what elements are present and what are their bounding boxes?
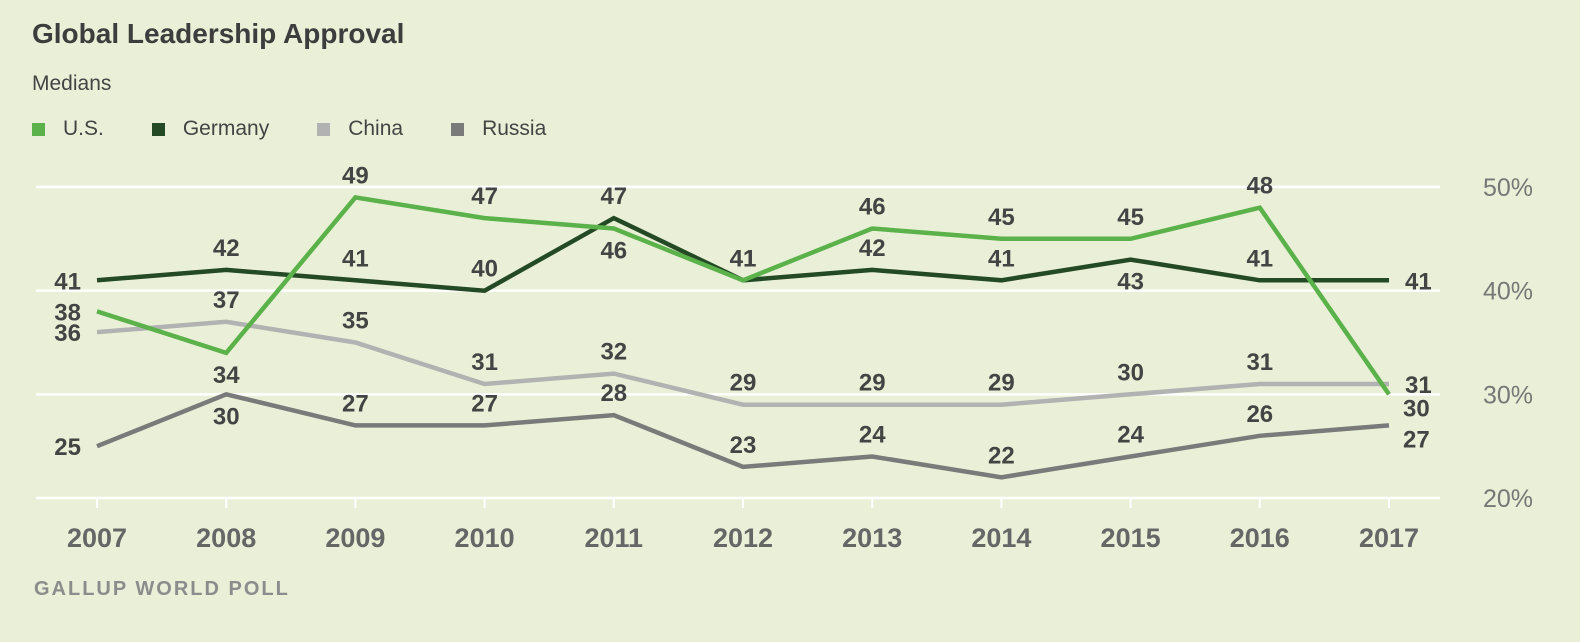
legend-label-germany: Germany: [182, 117, 270, 140]
data-label-germany-2015: 43: [1117, 269, 1144, 296]
data-label-russia-2012: 23: [730, 432, 757, 459]
series-line-us: [96, 194, 1391, 396]
x-tick-label-2008: 2008: [196, 523, 256, 553]
data-label-germany-2009: 41: [342, 245, 369, 272]
data-label-russia-2007: 25: [54, 434, 81, 461]
legend-swatch-germany: [151, 122, 165, 136]
legend-label-china: China: [348, 117, 404, 140]
y-tick-label-30: 30%: [1483, 381, 1533, 409]
series-line-china: [96, 319, 1389, 407]
x-tick-label-2013: 2013: [842, 523, 902, 553]
data-label-germany-2007: 41: [54, 268, 81, 295]
data-label-us-2014: 45: [988, 204, 1015, 231]
data-label-russia-2015: 24: [1117, 422, 1144, 449]
legend: U.S. Germany China Russia: [32, 117, 594, 141]
legend-item-us: U.S.: [32, 117, 104, 141]
data-label-russia-2008: 30: [213, 403, 240, 430]
x-tick-label-2016: 2016: [1230, 523, 1290, 553]
data-label-russia-2017: 27: [1403, 426, 1430, 453]
data-label-china-2012: 29: [730, 370, 757, 397]
data-label-china-2014: 29: [988, 370, 1015, 397]
x-tick-label-2012: 2012: [713, 523, 773, 553]
x-tick-label-2015: 2015: [1101, 523, 1161, 553]
series-line-russia: [96, 391, 1390, 480]
x-tick-label-2011: 2011: [585, 523, 644, 553]
data-label-russia-2011: 28: [600, 380, 627, 407]
x-tick-label-2010: 2010: [455, 523, 515, 553]
data-label-china-2010: 31: [471, 349, 498, 376]
data-label-us-2011: 46: [600, 237, 627, 264]
data-label-us-2012: 41: [730, 245, 757, 272]
data-label-germany-2013: 42: [859, 235, 886, 262]
x-tick-label-2009: 2009: [325, 523, 385, 553]
data-label-germany-2017: 41: [1405, 268, 1432, 295]
data-label-us-2015: 45: [1117, 204, 1144, 231]
data-label-germany-2008: 42: [213, 235, 240, 262]
data-label-russia-2013: 24: [859, 422, 886, 449]
data-label-china-2011: 32: [600, 339, 627, 366]
data-label-china-2017: 31: [1405, 372, 1432, 399]
data-label-russia-2010: 27: [471, 390, 498, 417]
data-label-china-2015: 30: [1117, 359, 1144, 386]
data-label-germany-2016: 41: [1246, 245, 1273, 272]
x-tick-label-2017: 2017: [1359, 523, 1419, 553]
legend-item-russia: Russia: [451, 117, 546, 141]
chart-subtitle: Medians: [32, 72, 112, 95]
legend-label-russia: Russia: [482, 117, 547, 140]
data-label-us-2007: 38: [54, 299, 81, 326]
data-label-germany-2012: 41: [730, 245, 757, 272]
data-label-germany-2011: 47: [600, 183, 627, 210]
data-label-us-2008: 34: [213, 362, 240, 389]
data-label-germany-2014: 41: [988, 245, 1015, 272]
data-label-russia-2009: 27: [342, 390, 369, 417]
legend-swatch-us: [32, 122, 45, 136]
data-label-russia-2014: 22: [988, 442, 1015, 469]
data-label-china-2013: 29: [859, 370, 886, 397]
data-label-russia-2016: 26: [1246, 401, 1273, 428]
data-label-china-2009: 35: [342, 308, 369, 335]
legend-label-us: U.S.: [63, 117, 104, 140]
x-tick-label-2014: 2014: [971, 523, 1031, 553]
data-label-us-2009: 49: [342, 162, 369, 189]
x-tick-label-2007: 2007: [67, 523, 127, 553]
legend-swatch-china: [317, 122, 331, 136]
legend-item-china: China: [317, 117, 403, 141]
legend-item-germany: Germany: [151, 117, 270, 141]
y-tick-label-20: 20%: [1483, 485, 1533, 513]
data-label-us-2016: 48: [1246, 173, 1273, 200]
data-label-us-2013: 46: [859, 193, 886, 220]
chart-title: Global Leadership Approval: [32, 18, 405, 49]
data-label-us-2010: 47: [471, 183, 498, 210]
legend-swatch-russia: [451, 122, 465, 136]
data-label-china-2007: 36: [54, 320, 81, 347]
data-label-germany-2010: 40: [471, 256, 498, 283]
data-label-china-2016: 31: [1246, 349, 1273, 376]
source-note: GALLUP WORLD POLL: [34, 578, 290, 600]
y-tick-label-50: 50%: [1483, 174, 1533, 202]
data-label-us-2017: 30: [1403, 395, 1430, 422]
y-tick-label-40: 40%: [1483, 278, 1533, 306]
data-label-china-2008: 37: [213, 287, 240, 314]
